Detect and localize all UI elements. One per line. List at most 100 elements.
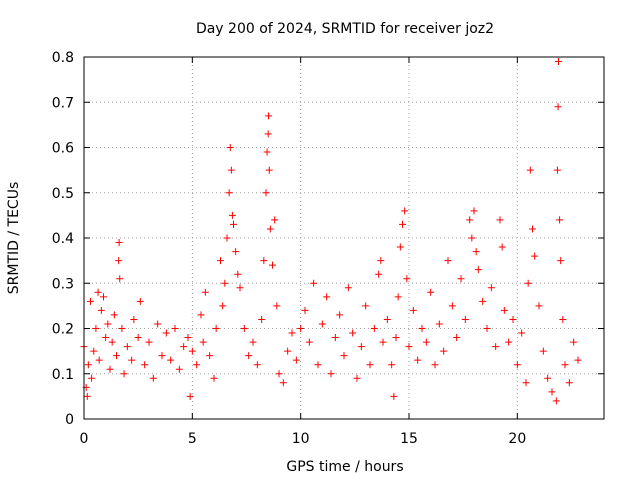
- data-point: [149, 374, 157, 382]
- data-point: [113, 352, 120, 360]
- data-point: [145, 338, 153, 346]
- data-point: [375, 270, 383, 278]
- data-point: [84, 361, 92, 369]
- data-point: [479, 297, 487, 305]
- data-point: [377, 257, 385, 265]
- data-point: [453, 334, 461, 342]
- data-point: [221, 279, 229, 287]
- data-point: [260, 257, 268, 265]
- data-point: [253, 361, 261, 369]
- data-point: [201, 288, 209, 296]
- x-axis-ticks: 0 5 10 15 20: [80, 57, 526, 447]
- data-point: [266, 225, 274, 233]
- data-point: [236, 284, 244, 292]
- data-point: [141, 361, 149, 369]
- data-point: [225, 189, 233, 197]
- x-tick-label: 10: [292, 431, 310, 447]
- data-points: [80, 58, 582, 405]
- data-point: [552, 397, 560, 405]
- data-point: [279, 379, 287, 387]
- data-point: [336, 311, 344, 319]
- data-point: [461, 315, 469, 323]
- data-point: [212, 325, 220, 332]
- data-point: [136, 297, 144, 305]
- data-point: [310, 279, 318, 287]
- y-tick-label: 0.1: [52, 367, 74, 383]
- data-point: [219, 302, 227, 310]
- x-tick-label: 20: [508, 431, 526, 447]
- y-tick-label: 0.8: [52, 50, 74, 66]
- data-point: [505, 338, 513, 346]
- data-point: [118, 325, 126, 332]
- data-point: [427, 288, 435, 296]
- data-point: [526, 166, 534, 174]
- data-point: [366, 361, 374, 369]
- data-point: [314, 361, 322, 369]
- data-point: [340, 352, 348, 360]
- data-point: [492, 343, 500, 351]
- data-point: [357, 343, 365, 351]
- y-tick-label: 0.7: [52, 95, 74, 111]
- data-point: [399, 220, 406, 228]
- data-point: [539, 347, 547, 355]
- data-point: [100, 293, 107, 301]
- data-point: [193, 361, 201, 369]
- data-point: [388, 361, 396, 369]
- data-point: [167, 356, 175, 364]
- data-point: [383, 315, 391, 323]
- data-point: [531, 252, 539, 260]
- data-point: [275, 370, 283, 378]
- data-point: [401, 207, 409, 215]
- data-point: [265, 166, 273, 174]
- data-point: [97, 306, 105, 314]
- data-point: [120, 370, 128, 378]
- data-point: [288, 329, 296, 337]
- data-point: [570, 338, 578, 346]
- data-point: [529, 225, 536, 233]
- chart-title: Day 200 of 2024, SRMTID for receiver joz…: [196, 21, 494, 37]
- data-point: [106, 365, 114, 373]
- data-point: [264, 130, 272, 138]
- y-axis-label: SRMTID / TECUs: [6, 182, 22, 295]
- data-point: [116, 275, 124, 283]
- data-point: [108, 338, 116, 346]
- data-point: [94, 288, 102, 296]
- data-point: [390, 392, 398, 400]
- data-point: [362, 302, 370, 310]
- data-point: [522, 379, 530, 387]
- data-point: [186, 392, 194, 400]
- data-point: [184, 334, 192, 342]
- data-point: [554, 103, 562, 111]
- x-tick-label: 0: [80, 431, 89, 447]
- data-point: [158, 352, 166, 360]
- data-point: [561, 361, 569, 369]
- data-point: [524, 279, 532, 287]
- data-point: [134, 334, 142, 342]
- data-point: [323, 293, 331, 301]
- data-point: [487, 284, 495, 292]
- data-point: [435, 320, 443, 328]
- y-tick-label: 0.2: [52, 322, 74, 338]
- data-point: [518, 329, 526, 337]
- data-point: [83, 392, 91, 400]
- data-point: [226, 144, 234, 151]
- data-point: [171, 325, 179, 332]
- data-point: [199, 338, 207, 346]
- data-point: [500, 306, 508, 314]
- data-point: [175, 365, 183, 373]
- data-point: [180, 343, 188, 351]
- data-point: [331, 334, 339, 342]
- data-point: [535, 302, 543, 310]
- data-point: [392, 334, 400, 342]
- data-point: [230, 220, 237, 228]
- data-point: [128, 356, 136, 364]
- data-point: [249, 338, 257, 346]
- data-point: [269, 261, 276, 269]
- data-point: [440, 347, 448, 355]
- data-point: [297, 325, 305, 332]
- data-point: [418, 325, 426, 332]
- y-tick-label: 0.5: [52, 186, 74, 202]
- data-point: [262, 189, 270, 197]
- data-point: [234, 270, 242, 278]
